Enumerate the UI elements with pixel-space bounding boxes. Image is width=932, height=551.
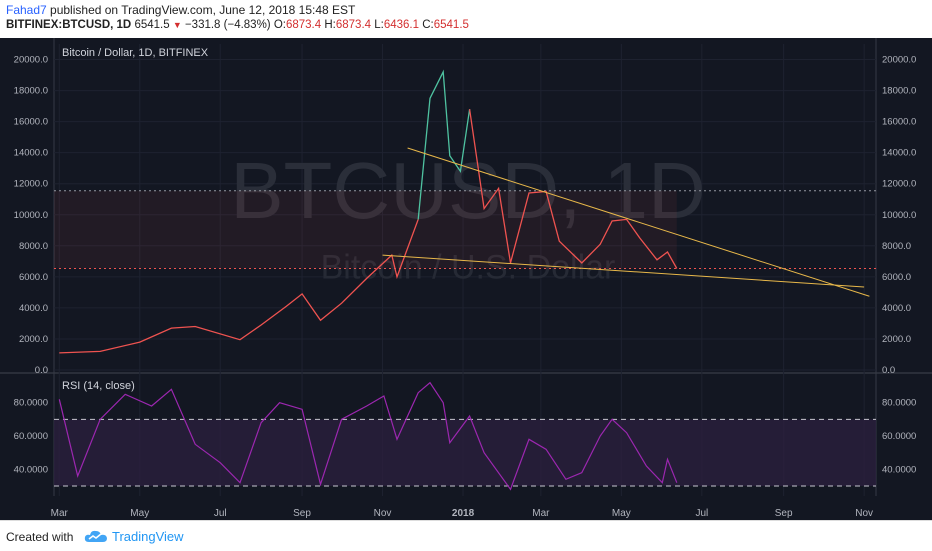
price-y-tick-right: 2000.0 — [882, 334, 911, 345]
last-price: 6541.5 — [134, 19, 170, 31]
high-value: 6873.4 — [335, 19, 372, 31]
symbol-label: BITFINEX:BTCUSD, 1D — [6, 19, 132, 31]
price-y-tick-right: 8000.0 — [882, 241, 911, 252]
x-tick-label: Nov — [374, 508, 392, 519]
price-y-tick-left: 0.0 — [35, 365, 48, 376]
down-triangle-icon: ▼ — [172, 20, 182, 30]
price-zone-shading — [54, 190, 677, 269]
price-y-tick-left: 12000.0 — [14, 179, 48, 190]
price-y-tick-right: 0.0 — [882, 365, 895, 376]
close-value: 6541.5 — [433, 19, 469, 31]
price-y-tick-left: 2000.0 — [19, 334, 48, 345]
x-tick-label: May — [130, 508, 149, 519]
x-tick-label: Jul — [695, 508, 708, 519]
price-y-tick-right: 20000.0 — [882, 55, 916, 66]
publication-line: Fahad7 published on TradingView.com, Jun… — [6, 3, 355, 17]
low-label: L: — [374, 19, 384, 31]
price-y-tick-left: 8000.0 — [19, 241, 48, 252]
x-tick-label: May — [612, 508, 631, 519]
price-y-tick-right: 10000.0 — [882, 210, 916, 221]
rsi-y-tick-right: 80.0000 — [882, 398, 916, 409]
price-y-tick-right: 12000.0 — [882, 179, 916, 190]
rsi-y-tick-left: 80.0000 — [14, 398, 48, 409]
tradingview-brand[interactable]: TradingView — [112, 529, 184, 544]
x-tick-label: Jul — [214, 508, 227, 519]
x-tick-label: Mar — [532, 508, 550, 519]
price-y-tick-right: 6000.0 — [882, 272, 911, 283]
created-with-text: Created with — [6, 530, 74, 544]
price-series-line — [59, 219, 419, 354]
price-y-tick-right: 16000.0 — [882, 117, 916, 128]
price-y-tick-left: 14000.0 — [14, 148, 48, 159]
trendline-lower — [382, 254, 865, 288]
price-y-tick-left: 6000.0 — [19, 272, 48, 283]
open-label: O: — [273, 19, 286, 31]
published-text: published on TradingView.com, June 12, 2… — [46, 3, 356, 17]
high-label: H: — [324, 19, 336, 31]
price-pane-title: Bitcoin / Dollar, 1D, BITFINEX — [62, 47, 209, 59]
price-y-tick-left: 16000.0 — [14, 117, 48, 128]
chart-area[interactable]: Mar May Jul Sep Nov 2018 Mar May Jul Sep Nov 0.0 0.0… — [0, 38, 932, 520]
price-y-tick-right: 14000.0 — [882, 148, 916, 159]
tradingview-cloud-icon — [84, 530, 107, 542]
x-tick-label: 2018 — [452, 508, 475, 519]
open-value: 6873.4 — [285, 19, 322, 31]
rsi-pane-title: RSI (14, close) — [62, 380, 135, 392]
price-y-tick-left: 10000.0 — [14, 210, 48, 221]
price-series-line-recent — [468, 109, 678, 269]
close-label: C: — [422, 19, 434, 31]
x-tick-label: Sep — [293, 508, 311, 519]
author-link[interactable]: Fahad7 — [6, 3, 47, 17]
price-y-tick-right: 18000.0 — [882, 86, 916, 97]
rsi-band-fill — [54, 419, 876, 486]
chart-svg[interactable]: Mar May Jul Sep Nov 2018 Mar May Jul Sep Nov 0.0 0.0… — [0, 38, 932, 520]
rsi-y-tick-left: 60.0000 — [14, 431, 48, 442]
rsi-series-line — [58, 381, 678, 491]
price-change: −331.8 (−4.83%) — [184, 19, 271, 31]
rsi-y-tick-right: 60.0000 — [882, 431, 916, 442]
price-y-tick-right: 4000.0 — [882, 303, 911, 314]
price-series-peak — [417, 69, 471, 220]
publication-header: Fahad7 published on TradingView.com, Jun… — [0, 0, 932, 38]
price-y-tick-left: 18000.0 — [14, 86, 48, 97]
x-tick-label: Mar — [51, 508, 69, 519]
footer: Created with TradingView — [0, 520, 932, 551]
price-y-tick-left: 20000.0 — [14, 55, 48, 66]
rsi-y-tick-left: 40.0000 — [14, 464, 48, 475]
low-value: 6436.1 — [383, 19, 420, 31]
x-tick-label: Sep — [775, 508, 793, 519]
symbol-line: BITFINEX:BTCUSD, 1D 6541.5 ▼ −331.8 (−4.… — [6, 19, 469, 31]
rsi-y-tick-right: 40.0000 — [882, 464, 916, 475]
price-y-tick-left: 4000.0 — [19, 303, 48, 314]
trendline-upper — [407, 147, 870, 297]
x-tick-label: Nov — [855, 508, 873, 519]
